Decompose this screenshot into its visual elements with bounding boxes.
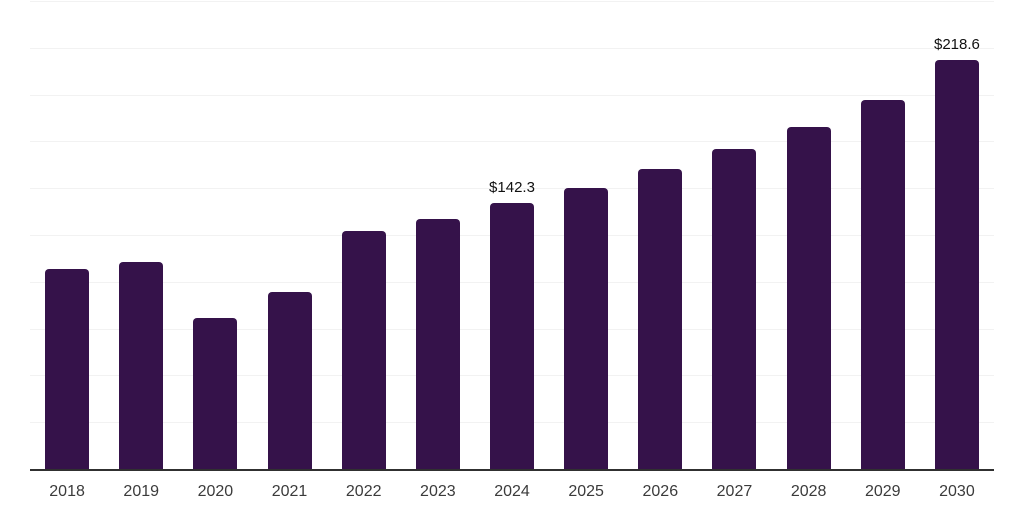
gridline	[30, 1, 994, 2]
x-tick-label-2022: 2022	[345, 483, 382, 500]
bar-2021[interactable]	[267, 292, 312, 469]
x-tick-label-2021: 2021	[271, 483, 308, 500]
x-tick-label-2023: 2023	[420, 483, 456, 500]
x-tick-label-2018: 2018	[49, 483, 85, 500]
bar-value-label-2030: $218.6	[933, 35, 980, 53]
gridline	[30, 94, 994, 96]
bar-2022[interactable]	[341, 231, 386, 469]
bar-2019[interactable]	[119, 262, 164, 469]
gridline	[30, 47, 994, 49]
bar-2023[interactable]	[415, 219, 460, 469]
bar-2018[interactable]	[45, 269, 90, 469]
x-tick-label-2024: 2024	[494, 483, 530, 500]
bar-2026[interactable]	[638, 168, 683, 469]
x-axis-line	[30, 469, 994, 471]
x-tick-label-2029: 2029	[864, 483, 901, 500]
x-tick-label-2025: 2025	[568, 483, 604, 500]
bar-2027[interactable]	[712, 148, 757, 469]
gridline	[30, 141, 994, 143]
bar-2020[interactable]	[193, 318, 238, 469]
bar-2029[interactable]	[860, 99, 905, 469]
bar-2028[interactable]	[786, 126, 831, 469]
x-tick-label-2028: 2028	[790, 483, 827, 500]
x-tick-label-2026: 2026	[642, 483, 679, 500]
x-tick-label-2027: 2027	[716, 483, 753, 500]
bar-2025[interactable]	[564, 187, 609, 469]
x-tick-label-2019: 2019	[123, 483, 160, 500]
x-tick-label-2030: 2030	[939, 483, 975, 500]
bar-2030[interactable]	[934, 59, 979, 469]
bar-2024[interactable]	[490, 202, 534, 469]
x-tick-label-2020: 2020	[197, 483, 234, 500]
gridline	[30, 188, 994, 190]
bar-value-label-2024: $142.3	[489, 178, 535, 196]
